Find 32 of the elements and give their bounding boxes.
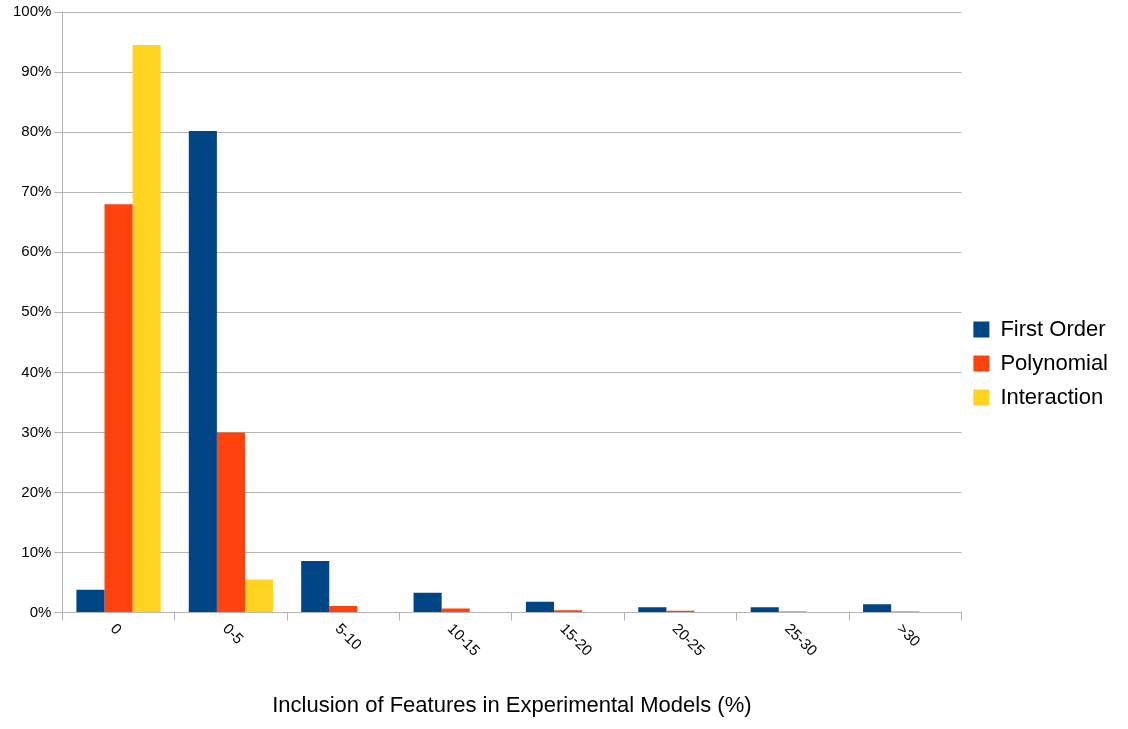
x-axis-title: Inclusion of Features in Experimental Models (%)	[272, 691, 752, 717]
y-tick-label: 0%	[29, 602, 52, 620]
legend-label: First Order	[1000, 315, 1106, 341]
bar	[132, 45, 161, 613]
legend-label: Polynomial	[1000, 349, 1108, 375]
bar	[525, 601, 555, 613]
bar	[638, 607, 667, 613]
y-tick-label: 50%	[21, 302, 52, 320]
bar	[76, 589, 105, 613]
y-tick-label: 100%	[12, 2, 52, 20]
bar	[863, 604, 892, 613]
y-tick-label: 80%	[21, 122, 52, 140]
y-tick-label: 40%	[21, 362, 52, 380]
bar	[188, 130, 217, 613]
y-tick-label: 10%	[21, 542, 52, 560]
bar	[750, 607, 779, 613]
legend-label: Interaction	[1000, 383, 1104, 409]
y-tick-label: 90%	[21, 62, 52, 80]
bar	[216, 432, 245, 613]
x-tick-label: 0	[107, 619, 126, 638]
bar	[413, 592, 442, 613]
y-tick-label: 60%	[21, 242, 52, 260]
x-tick-label: 0-5	[219, 619, 248, 647]
x-tick-label: >30	[894, 619, 925, 650]
bar	[244, 579, 274, 613]
bar	[301, 560, 330, 613]
bar	[104, 204, 133, 613]
y-tick-label: 20%	[21, 482, 52, 500]
bar	[441, 608, 470, 613]
bar	[329, 605, 358, 613]
y-tick-label: 30%	[21, 422, 52, 440]
y-tick-label: 70%	[21, 182, 52, 200]
